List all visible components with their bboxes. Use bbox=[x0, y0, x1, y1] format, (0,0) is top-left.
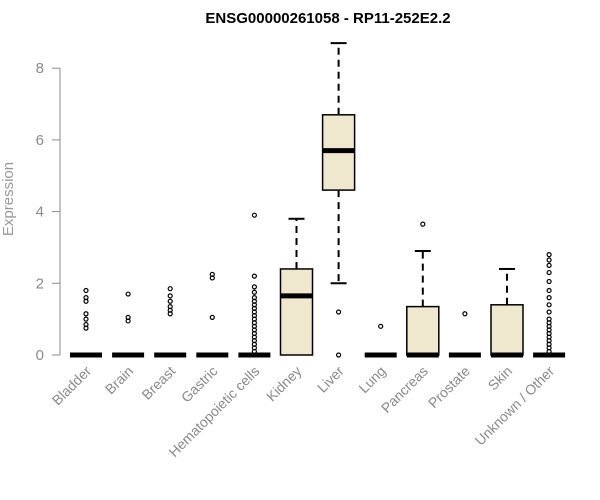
outlier-point bbox=[546, 252, 552, 258]
box-kidney bbox=[279, 217, 314, 356]
y-tick-label: 8 bbox=[36, 60, 44, 77]
outlier-point bbox=[336, 352, 342, 358]
box-lung bbox=[364, 323, 397, 358]
outlier-point bbox=[546, 302, 552, 308]
outlier-point bbox=[209, 314, 215, 320]
box-gastric bbox=[196, 271, 229, 358]
y-tick-label: 4 bbox=[36, 204, 44, 221]
outlier-point bbox=[251, 273, 257, 279]
x-tick-label: Brain bbox=[102, 363, 136, 397]
box-rect bbox=[406, 305, 440, 356]
outlier-point bbox=[167, 293, 173, 299]
box-series bbox=[70, 42, 566, 358]
box-breast bbox=[154, 286, 187, 358]
box-rect bbox=[490, 304, 524, 356]
x-tick-label: Bladder bbox=[49, 363, 95, 409]
outlier-point bbox=[546, 295, 552, 301]
outlier-point bbox=[546, 316, 552, 322]
x-tick-label: Kidney bbox=[263, 363, 305, 405]
outlier-point bbox=[125, 291, 131, 297]
box-prostate bbox=[448, 311, 481, 358]
outlier-point bbox=[420, 221, 426, 227]
chart-title: ENSG00000261058 - RP11-252E2.2 bbox=[205, 10, 450, 27]
outlier-point bbox=[546, 309, 552, 315]
outlier-point bbox=[546, 257, 552, 263]
outlier-point bbox=[462, 311, 468, 317]
box-brain bbox=[112, 291, 145, 358]
y-tick-label: 2 bbox=[36, 275, 44, 292]
y-tick-label: 6 bbox=[36, 132, 44, 149]
outlier-point bbox=[83, 287, 89, 294]
x-tick-label: Liver bbox=[314, 363, 347, 396]
outlier-point bbox=[125, 314, 131, 320]
outlier-point bbox=[251, 284, 257, 290]
outlier-point bbox=[167, 286, 173, 292]
x-tick-label: Unknown / Other bbox=[472, 363, 558, 449]
outlier-point bbox=[209, 271, 215, 277]
box-unknown-other bbox=[533, 252, 566, 358]
outlier-point bbox=[251, 289, 257, 295]
y-tick-label: 0 bbox=[36, 347, 44, 364]
outlier-point bbox=[251, 212, 257, 218]
outlier-point bbox=[251, 295, 257, 301]
outlier-point bbox=[546, 262, 552, 268]
outlier-point bbox=[546, 269, 552, 276]
box-liver bbox=[321, 42, 356, 358]
box-hematopoietic-cells bbox=[238, 212, 271, 358]
outlier-point bbox=[167, 304, 173, 310]
outlier-point bbox=[83, 316, 89, 322]
outlier-point bbox=[336, 309, 342, 315]
box-skin bbox=[490, 267, 524, 358]
x-tick-label: Breast bbox=[138, 363, 178, 403]
y-axis-label: Expression bbox=[0, 162, 17, 236]
outlier-point bbox=[546, 278, 552, 285]
x-tick-label: Prostate bbox=[425, 363, 473, 411]
box-rect bbox=[279, 268, 314, 356]
outlier-point bbox=[83, 295, 89, 301]
box-bladder bbox=[70, 287, 102, 358]
outlier-point bbox=[378, 323, 384, 329]
outlier-point bbox=[546, 287, 552, 294]
x-tick-label: Pancreas bbox=[378, 363, 431, 416]
y-axis: 0 2 4 6 8 bbox=[36, 60, 61, 364]
outlier-point bbox=[83, 321, 89, 328]
box-pancreas bbox=[406, 221, 440, 358]
outlier-point bbox=[167, 298, 173, 304]
outlier-point bbox=[83, 311, 89, 317]
x-tick-label: Lung bbox=[355, 363, 388, 396]
x-tick-label: Skin bbox=[485, 363, 516, 394]
